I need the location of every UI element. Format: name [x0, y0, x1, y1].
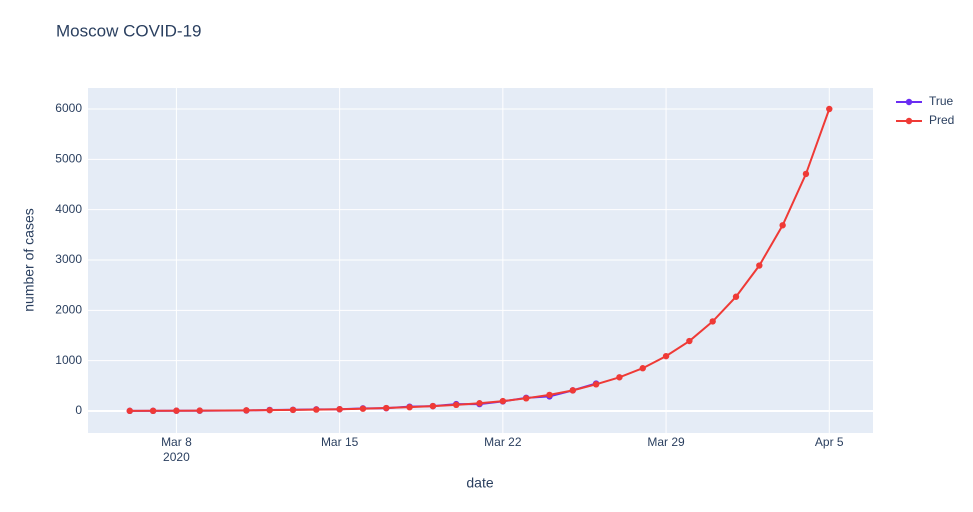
data-point: [756, 262, 763, 269]
data-point: [709, 318, 716, 325]
plot-area: [88, 88, 873, 433]
data-point: [289, 406, 297, 414]
data-point: [476, 400, 483, 407]
data-point: [336, 405, 343, 413]
y-tick-label: 3000: [55, 252, 82, 266]
data-point: [779, 222, 786, 229]
x-tick-label: Mar 8: [161, 435, 192, 449]
data-point: [592, 381, 600, 388]
data-point: [522, 395, 530, 402]
series-line: [129, 108, 831, 412]
legend-marker: [905, 98, 913, 106]
x-tick-label: Mar 22: [484, 435, 522, 449]
data-point: [196, 407, 203, 414]
data-point: [429, 402, 437, 410]
data-point: [569, 387, 576, 394]
grid: [88, 88, 873, 433]
data-point: [313, 406, 320, 413]
data-point: [826, 105, 833, 113]
data-point: [406, 403, 413, 411]
data-point: [616, 374, 623, 381]
y-axis-label: number of cases: [21, 208, 37, 312]
chart-title: Moscow COVID-19: [56, 21, 201, 40]
x-year-label: 2020: [163, 450, 190, 464]
data-point: [149, 407, 157, 415]
y-tick-label: 1000: [55, 353, 82, 367]
x-axis-label: date: [466, 475, 493, 491]
x-tick-label: Apr 5: [815, 435, 844, 449]
data-point: [126, 407, 133, 415]
data-point: [686, 337, 693, 345]
marks: [126, 105, 833, 415]
data-point: [243, 407, 250, 414]
data-point: [173, 407, 180, 414]
data-point: [266, 406, 273, 414]
data-point: [453, 401, 460, 409]
data-point: [732, 293, 740, 300]
x-tick-label: Mar 29: [647, 435, 685, 449]
legend-marker: [905, 117, 913, 125]
data-point: [359, 405, 367, 412]
y-tick-label: 2000: [55, 303, 82, 317]
y-tick-label: 6000: [55, 101, 82, 115]
data-point: [639, 365, 646, 372]
data-point: [802, 170, 810, 178]
x-tick-label: Mar 15: [321, 435, 359, 449]
y-tick-label: 0: [75, 403, 82, 417]
legend-label: True: [929, 94, 954, 108]
data-point: [546, 391, 553, 399]
y-tick-label: 4000: [55, 202, 82, 216]
data-point: [662, 352, 670, 360]
legend-label: Pred: [929, 113, 954, 127]
data-point: [499, 397, 507, 405]
data-point: [383, 404, 390, 412]
y-tick-label: 5000: [55, 151, 82, 165]
